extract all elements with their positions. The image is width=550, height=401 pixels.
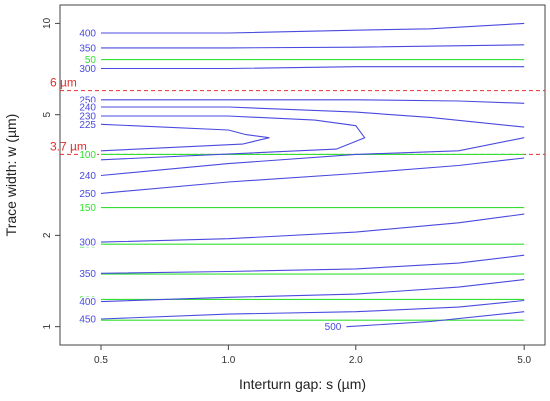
blue-contour-label: 240: [79, 171, 96, 182]
blue-contour-line: [100, 299, 525, 320]
blue-contour-line: [100, 123, 270, 152]
blue-contour-label: 225: [79, 120, 96, 131]
blue-contour-label: 300: [79, 64, 96, 75]
x-tick-label: 2.0: [349, 355, 363, 366]
blue-contour-line: [101, 22, 525, 34]
blue-contour-line: [100, 279, 525, 303]
x-tick-label: 1.0: [221, 355, 235, 366]
blue-contour-label: 250: [79, 189, 96, 200]
y-tick-label: 10: [42, 17, 53, 29]
x-tick-label: 5.0: [517, 355, 531, 366]
blue-contour-label: 400: [79, 297, 96, 308]
blue-contour-line: [346, 311, 525, 328]
reference-line-label: 3.7 µm: [50, 139, 87, 153]
blue-contour-line: [101, 99, 525, 104]
blue-contour-line: [100, 157, 525, 194]
blue-contour-line: [101, 44, 525, 49]
blue-contour-line: [101, 106, 525, 128]
blue-contour-line: [100, 254, 525, 274]
green-contour-label: 50: [85, 55, 97, 66]
blue-contour-label: 300: [79, 238, 96, 249]
y-tick-label: 5: [42, 111, 53, 117]
blue-contour-label: 500: [325, 322, 342, 333]
y-axis-title: Trace width: w (µm): [3, 114, 19, 237]
blue-contour-label: 350: [79, 43, 96, 54]
blue-contour-line: [100, 115, 366, 161]
y-tick-label: 2: [42, 232, 53, 238]
blue-contour-label: 400: [79, 28, 96, 39]
blue-contour-label: 240: [79, 103, 96, 114]
green-contour-label: 250: [79, 270, 96, 281]
blue-contour-line: [101, 66, 525, 70]
blue-contour-label: 450: [79, 314, 96, 325]
blue-contour-label: 230: [79, 112, 96, 123]
blue-contour-line: [100, 137, 525, 177]
green-contour-label: 200: [79, 240, 96, 251]
green-contour-label: 350: [79, 316, 96, 327]
reference-line-label: 6 µm: [50, 76, 77, 90]
blue-contour-line: [100, 213, 525, 243]
x-axis-title: Interturn gap: s (µm): [239, 376, 366, 392]
green-contour-label: 100: [79, 150, 96, 161]
green-contour-label: 300: [79, 295, 96, 306]
x-tick-label: 0.5: [94, 355, 108, 366]
green-contour-label: 150: [79, 203, 96, 214]
plot-frame: [59, 4, 546, 346]
y-tick-label: 1: [42, 323, 53, 329]
blue-contour-label: 350: [79, 269, 96, 280]
blue-contour-label: 250: [79, 95, 96, 106]
